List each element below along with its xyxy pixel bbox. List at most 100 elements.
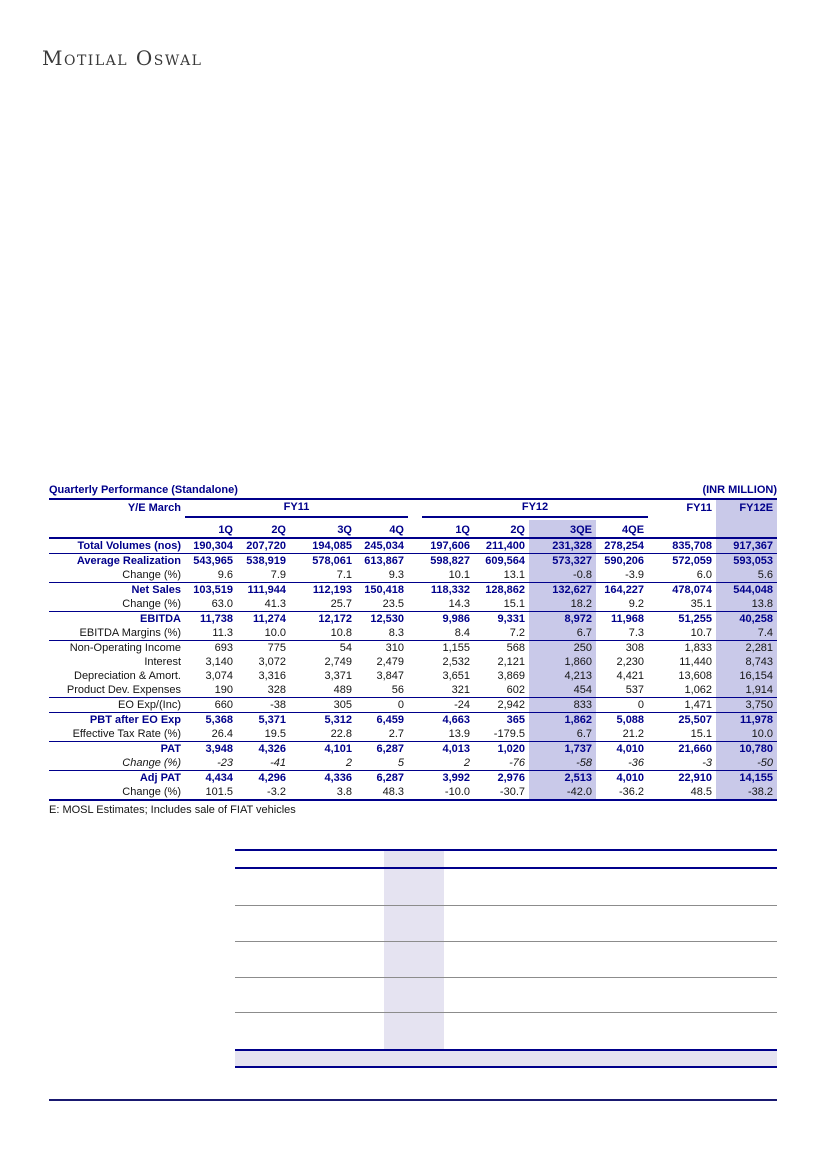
cell-value: 11,738 xyxy=(199,613,233,625)
cell-value: 833 xyxy=(529,697,596,713)
cell-value: 775 xyxy=(267,642,286,654)
cell-value: 0 xyxy=(596,697,649,713)
quarterly-performance-table: Y/E March FY11 FY12 FY11 FY12E 1Q 2Q 3Q 4Q 1… xyxy=(49,500,778,801)
cell-value: 26.4 xyxy=(185,727,237,742)
cell-value: -3.9 xyxy=(596,568,649,583)
cell-value: 568 xyxy=(506,642,525,654)
cell-value: 13.1 xyxy=(474,568,529,583)
cell-value: 150,418 xyxy=(364,584,404,596)
cell-value: 10.1 xyxy=(408,568,474,583)
empty-header-cell xyxy=(49,520,185,539)
cell-value: 5,088 xyxy=(616,714,645,726)
cell-value: 35.1 xyxy=(648,597,717,612)
cell-value: 4,336 xyxy=(324,772,352,784)
cell-value: 4,421 xyxy=(616,670,645,682)
table-row: Average Realization 543,965 538,919 578,061… xyxy=(49,553,778,568)
cell-value: 4,326 xyxy=(258,743,286,755)
cell-value: 1,862 xyxy=(529,712,596,727)
cell-value: 132,627 xyxy=(529,582,596,597)
cell-value: -38 xyxy=(237,697,290,713)
motilal-oswal-logo: Motilal Oswal xyxy=(42,46,203,70)
cell-value: 2,281 xyxy=(716,640,778,655)
cell-value: 6,287 xyxy=(376,772,404,784)
cell-value: 4,013 xyxy=(442,743,470,755)
row-label: Adj PAT xyxy=(139,772,181,784)
cell-value: 8.4 xyxy=(408,626,474,641)
cell-value: 3,316 xyxy=(258,670,286,682)
cell-value: 4,296 xyxy=(258,772,286,784)
table-row: Effective Tax Rate (%) 26.4 19.5 22.8 2.7 13.… xyxy=(49,727,778,742)
cell-value: 3,992 xyxy=(442,772,470,784)
cell-value: 245,034 xyxy=(356,538,408,554)
row-label: Non-Operating Income xyxy=(69,642,181,654)
cell-value: 10.8 xyxy=(290,626,356,641)
cell-value: 22.8 xyxy=(290,727,356,742)
cell-value: 3,869 xyxy=(497,670,525,682)
summary-band xyxy=(235,1049,777,1068)
cell-value: 2,532 xyxy=(442,656,470,668)
cell-value: 3,948 xyxy=(205,743,233,755)
cell-value: 598,827 xyxy=(430,555,470,567)
table-title-row: Quarterly Performance (Standalone) (INR … xyxy=(49,484,777,500)
cell-value: 111,944 xyxy=(247,584,286,596)
cell-value: 2 xyxy=(408,756,474,771)
row-label: Total Volumes (nos) xyxy=(49,538,185,554)
cell-value: 51,255 xyxy=(678,613,713,625)
cell-value: 1,062 xyxy=(648,683,717,698)
cell-value: 9,986 xyxy=(442,613,470,625)
cell-value: 4,010 xyxy=(616,772,645,784)
cell-value: 23.5 xyxy=(356,597,408,612)
cell-value: 4,663 xyxy=(442,714,470,726)
cell-value: 13.9 xyxy=(408,727,474,742)
cell-value: 543,965 xyxy=(193,555,233,567)
cell-value: 15.1 xyxy=(648,727,717,742)
table-row: Change (%) 63.0 41.3 25.7 23.5 14.3 15.1 18.2 9.… xyxy=(49,597,778,612)
row-label: Effective Tax Rate (%) xyxy=(49,727,185,742)
row-label: Net Sales xyxy=(131,584,181,596)
cell-value: 231,328 xyxy=(529,538,596,554)
cell-value: 310 xyxy=(385,642,404,654)
fy12e-annual-header: FY12E xyxy=(716,500,778,520)
cell-value: 112,193 xyxy=(312,584,352,596)
cell-value: 103,519 xyxy=(193,584,233,596)
cell-value: 4,010 xyxy=(616,743,645,755)
cell-value: -179.5 xyxy=(474,727,529,742)
cell-value: 40,258 xyxy=(716,611,778,626)
cell-value: 48.3 xyxy=(356,785,408,801)
table-row: PBT after EO Exp 5,368 5,371 5,312 6,459 4,66… xyxy=(49,712,778,727)
quarterly-performance-section: Quarterly Performance (Standalone) (INR … xyxy=(49,484,778,817)
cell-value: 6,287 xyxy=(376,743,404,755)
cell-value: 835,708 xyxy=(648,538,717,554)
table-row: Interest 3,140 3,072 2,749 2,479 2,532 2,121 1,… xyxy=(49,655,778,669)
empty-annual-cell-highlight xyxy=(716,520,778,539)
cell-value: 3,072 xyxy=(258,656,286,668)
cell-value: 25,507 xyxy=(678,714,713,726)
table-row: Net Sales 103,519 111,944 112,193 150,418 118… xyxy=(49,582,778,597)
cell-value: 613,867 xyxy=(364,555,404,567)
cell-value: 7.3 xyxy=(596,626,649,641)
cell-value: 101.5 xyxy=(185,785,237,801)
col-header-1q: 1Q xyxy=(408,520,474,539)
cell-value: -10.0 xyxy=(408,785,474,801)
cell-value: 2,513 xyxy=(529,770,596,785)
cell-value: 211,400 xyxy=(474,538,529,554)
table-row: Total Volumes (nos) 190,304 207,720 194,085… xyxy=(49,538,778,554)
row-label: PAT xyxy=(160,743,181,755)
cell-value: -0.8 xyxy=(529,568,596,583)
cell-value: 11,978 xyxy=(716,712,778,727)
row-label: Depreciation & Amort. xyxy=(74,670,181,682)
table-row: Product Dev. Expenses 190 328 489 56 321 602 45… xyxy=(49,683,778,698)
cell-value: 572,059 xyxy=(672,555,713,567)
table-row: EO Exp/(Inc) 660 -38 305 0 -24 2,942 833 0 1,471 3… xyxy=(49,697,778,713)
cell-value: 1,860 xyxy=(529,655,596,669)
col-header-1q: 1Q xyxy=(185,520,237,539)
grid-line xyxy=(235,977,777,978)
cell-value: 12,172 xyxy=(318,613,352,625)
highlight-column-band xyxy=(384,849,444,1049)
table-row: Change (%) 101.5 -3.2 3.8 48.3 -10.0 -30.7 -42.… xyxy=(49,785,778,801)
cell-value: 1,833 xyxy=(684,642,713,654)
col-header-3q: 3Q xyxy=(290,520,356,539)
cell-value: 2,942 xyxy=(474,697,529,713)
cell-value: 194,085 xyxy=(290,538,356,554)
cell-value: 10.0 xyxy=(237,626,290,641)
